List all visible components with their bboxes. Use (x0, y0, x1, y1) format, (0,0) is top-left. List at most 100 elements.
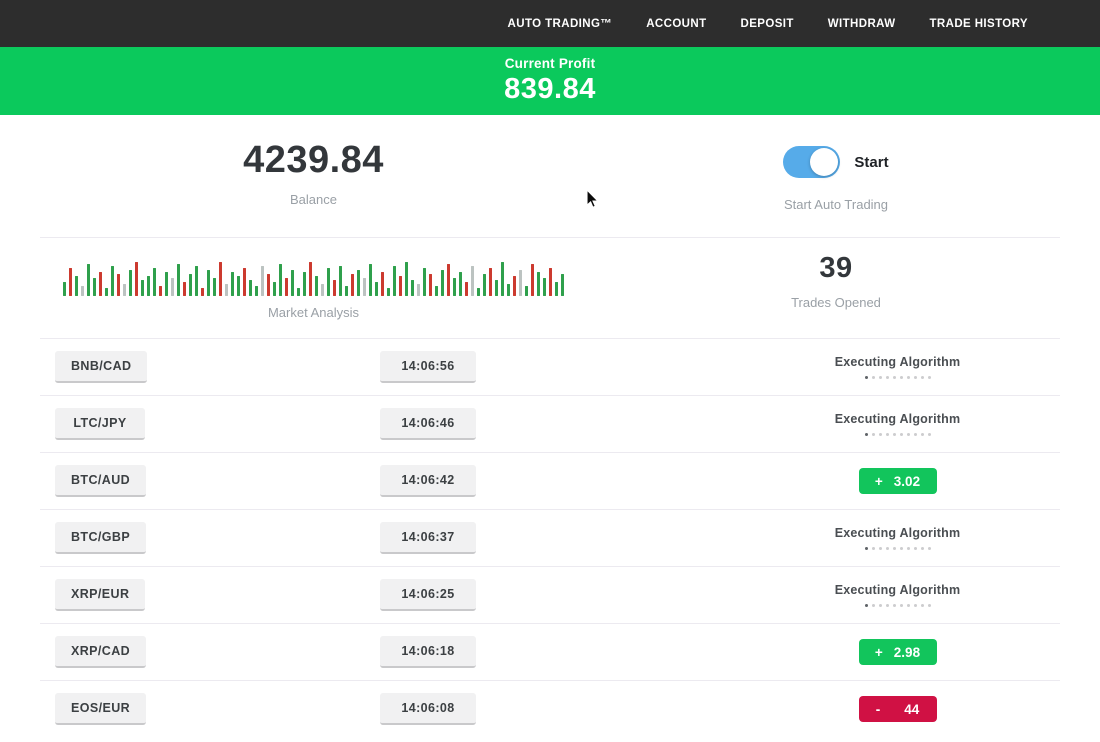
loading-dot (920, 433, 924, 436)
loading-dot (885, 547, 889, 550)
toggle-label: Start (854, 153, 889, 171)
executing-algorithm-label: Executing Algorithm (834, 583, 961, 597)
market-bar (495, 280, 498, 296)
profit-banner-label: Current Profit (504, 56, 596, 71)
market-bar (465, 282, 468, 296)
loading-dot (899, 433, 903, 436)
trade-row: BTC/GBP 14:06:37 Executing Algorithm (40, 509, 1060, 566)
badge-sign: + (874, 644, 883, 660)
market-bar (411, 280, 414, 296)
nav-item-withdraw[interactable]: WITHDRAW (827, 17, 896, 30)
loading-dots (745, 433, 1050, 436)
trade-row: BNB/CAD 14:06:56 Executing Algorithm (40, 338, 1060, 395)
market-bar (357, 270, 360, 296)
market-bar (519, 270, 522, 296)
loading-dot (878, 604, 882, 607)
loading-dot (927, 604, 931, 607)
market-bar (513, 276, 516, 296)
pair-button[interactable]: XRP/CAD (55, 636, 147, 668)
profit-badge: +3.02 (858, 468, 937, 494)
loading-dot (892, 376, 896, 379)
executing-algorithm-label: Executing Algorithm (834, 412, 961, 426)
trades-opened-label: Trades Opened (791, 295, 881, 310)
market-bar (399, 276, 402, 296)
nav-item-account[interactable]: ACCOUNT (646, 17, 707, 30)
toggle-knob (810, 148, 839, 176)
market-bar (219, 262, 222, 296)
market-bar (501, 262, 504, 296)
auto-trading-toggle[interactable] (783, 146, 841, 178)
market-bar (297, 288, 300, 296)
market-bar (213, 278, 216, 296)
market-bar (255, 286, 258, 296)
pair-button[interactable]: BNB/CAD (55, 351, 148, 383)
market-bar (375, 282, 378, 296)
market-analysis-chart (0, 256, 627, 296)
loading-dot (920, 547, 924, 550)
loading-dot (906, 547, 910, 550)
market-bar (555, 282, 558, 296)
loading-dot (864, 604, 868, 607)
section-divider (40, 237, 1060, 238)
loading-dot (899, 376, 903, 379)
market-bar (123, 284, 126, 296)
market-bar (453, 278, 456, 296)
stats-section: 4239.84 Balance Start Start Auto Trading… (0, 115, 1100, 338)
market-bar (303, 272, 306, 296)
market-bar (471, 266, 474, 296)
nav-item-auto-trading[interactable]: AUTO TRADING™ (507, 17, 613, 30)
trade-status: Executing Algorithm (745, 526, 1050, 550)
loading-dot (927, 547, 931, 550)
market-bar (111, 266, 114, 296)
market-bar (321, 284, 324, 296)
nav-item-deposit[interactable]: DEPOSIT (740, 17, 794, 30)
trade-row: BTC/AUD 14:06:42 +3.02 (40, 452, 1060, 509)
market-bar (243, 268, 246, 296)
market-bar (147, 276, 150, 296)
trade-time: 14:06:37 (380, 522, 476, 554)
loading-dot (899, 604, 903, 607)
loading-dot (885, 604, 889, 607)
loading-dot (920, 376, 924, 379)
nav-item-trade-history[interactable]: TRADE HISTORY (929, 17, 1028, 30)
market-bar (273, 282, 276, 296)
auto-trading-stat: Start Start Auto Trading (627, 139, 1045, 237)
trade-time: 14:06:18 (380, 636, 476, 668)
market-bar (423, 268, 426, 296)
trades-opened-stat: 39 Trades Opened (627, 252, 1045, 338)
pair-button[interactable]: EOS/EUR (55, 693, 147, 725)
loading-dot (913, 604, 917, 607)
loading-dot (871, 547, 875, 550)
market-bar (507, 284, 510, 296)
market-bar (69, 268, 72, 296)
pair-button[interactable]: LTC/JPY (55, 408, 145, 440)
market-bar (285, 278, 288, 296)
market-bar (207, 270, 210, 296)
loading-dot (892, 604, 896, 607)
loading-dot (878, 376, 882, 379)
trade-row: EOS/EUR 14:06:08 - 44 (40, 680, 1060, 737)
balance-label: Balance (290, 192, 337, 207)
loading-dot (892, 433, 896, 436)
loss-badge: - 44 (858, 696, 937, 722)
market-bar (537, 272, 540, 296)
market-bar (75, 276, 78, 296)
market-analysis-stat: Market Analysis (0, 252, 627, 338)
trade-time: 14:06:56 (380, 351, 476, 383)
market-bar (447, 264, 450, 296)
pair-button[interactable]: BTC/AUD (55, 465, 147, 497)
market-bar (459, 272, 462, 296)
loading-dot (871, 433, 875, 436)
market-bar (393, 266, 396, 296)
pair-button[interactable]: BTC/GBP (55, 522, 147, 554)
market-bar (381, 272, 384, 296)
loading-dots (745, 547, 1050, 550)
market-bar (561, 274, 564, 296)
pair-button[interactable]: XRP/EUR (55, 579, 146, 611)
market-bar (405, 262, 408, 296)
profit-banner-value: 839.84 (504, 73, 596, 105)
market-bar (309, 262, 312, 296)
market-bar (363, 278, 366, 296)
market-bar (201, 288, 204, 296)
loading-dot (906, 376, 910, 379)
